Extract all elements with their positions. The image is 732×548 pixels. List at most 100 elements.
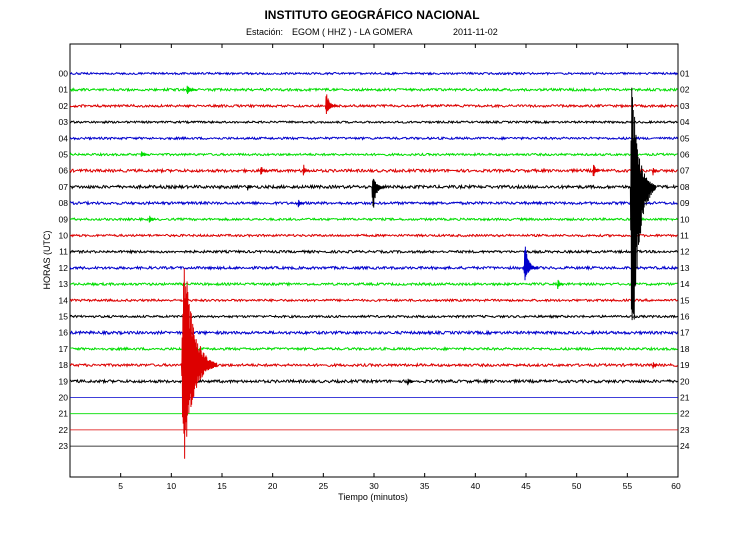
right-hour-label: 12 [680,247,690,257]
right-hour-label: 24 [680,441,690,451]
x-tick-label: 15 [217,481,227,491]
y-axis-label: HORAS (UTC) [42,231,52,290]
seismic-event-08-10 [297,199,305,208]
left-hour-label: 11 [59,247,68,257]
seismic-event-13-13 [556,279,564,289]
seismic-traces [69,71,678,459]
left-hour-label: 04 [59,133,69,143]
left-hour-label: 20 [59,393,69,403]
seismic-event-06-6 [652,168,658,176]
seismic-event-19-16 [406,378,414,386]
right-hour-label: 21 [680,393,690,403]
x-tick-label: 25 [319,481,329,491]
x-axis-label: Tiempo (minutos) [338,492,408,502]
trace-hour-03 [69,119,678,125]
left-hour-label: 14 [59,295,69,305]
chart-date: 2011-11-02 [453,27,498,37]
trace-hour-16 [69,329,678,336]
x-tick-label: 55 [623,481,633,491]
seismic-event-01-0 [186,85,197,94]
trace-hour-18 [69,362,678,368]
left-hour-label: 07 [59,182,69,192]
trace-hour-11 [69,248,678,255]
x-axis-ticks: 5 10 15 20 25 30 35 40 45 50 55 60 [118,44,681,491]
left-hour-label: 06 [59,166,69,176]
right-hour-label: 03 [680,101,690,111]
left-hour-label: 21 [59,409,69,419]
right-hour-label: 22 [680,409,690,419]
right-hour-label: 04 [680,117,690,127]
right-hour-label: 11 [680,231,689,241]
left-hour-label: 01 [59,85,69,95]
right-hour-label: 23 [680,425,690,435]
trace-hour-05 [69,151,678,157]
seismic-event-05-2 [140,151,150,157]
trace-hour-10 [69,233,678,238]
left-hour-label: 12 [59,263,69,273]
right-hour-label: 07 [680,166,690,176]
x-tick-label: 50 [572,481,582,491]
trace-hour-02 [69,103,678,109]
right-hour-label: 06 [680,150,690,160]
left-hour-label: 18 [59,360,69,370]
left-hour-labels: 00 01 02 03 04 05 06 07 08 09 10 11 12 13 14 15 16 17 18 19… [59,69,69,452]
seismic-event-06-5 [592,164,601,177]
trace-hour-14 [69,297,678,303]
left-hour-label: 02 [59,101,69,111]
trace-hour-09 [69,216,678,222]
seismic-event-12-12 [523,246,539,281]
seismic-event-06-4 [302,164,310,176]
left-hour-label: 22 [59,425,69,435]
right-hour-label: 09 [680,198,690,208]
right-hour-label: 14 [680,279,690,289]
trace-hour-19 [69,378,678,385]
trace-hour-17 [69,346,678,352]
station-label: Estación: [246,27,283,37]
right-hour-label: 19 [680,360,690,370]
left-hour-label: 17 [59,344,69,354]
left-hour-label: 23 [59,441,69,451]
chart-title: INSTITUTO GEOGRÁFICO NACIONAL [264,7,479,22]
x-tick-label: 60 [671,481,681,491]
right-hour-label: 13 [680,263,690,273]
x-tick-label: 20 [268,481,278,491]
left-hour-label: 05 [59,150,69,160]
trace-hour-13 [69,281,678,287]
right-hour-label: 02 [680,85,690,95]
seismic-event-09-11 [148,215,156,223]
right-hour-label: 18 [680,344,690,354]
seismic-event-02-1 [324,94,338,115]
trace-hour-01 [69,86,678,93]
trace-hour-15 [69,314,678,319]
station-value: EGOM ( HHZ ) - LA GOMERA [292,27,413,37]
x-tick-label: 35 [420,481,430,491]
x-tick-label: 10 [167,481,177,491]
left-hour-label: 09 [59,214,69,224]
left-hour-label: 03 [59,117,69,127]
left-hour-label: 08 [59,198,69,208]
seismic-event-18-15 [652,362,658,369]
seismic-event-07-8 [371,178,386,208]
right-hour-label: 20 [680,376,690,386]
x-tick-label: 45 [521,481,531,491]
trace-hour-00 [69,71,678,76]
trace-hour-06 [69,167,678,174]
right-hour-label: 10 [680,214,690,224]
left-hour-label: 16 [59,328,69,338]
left-hour-label: 19 [59,376,69,386]
right-hour-labels: 01 02 03 04 05 06 07 08 09 10 11 12 13 14 15 16 17 18 19 20… [680,69,690,452]
trace-hour-12 [69,265,678,271]
x-tick-label: 30 [369,481,379,491]
right-hour-label: 17 [680,328,690,338]
seismic-event-06-3 [260,167,267,175]
left-hour-label: 13 [59,279,69,289]
right-hour-label: 16 [680,312,690,322]
right-hour-label: 15 [680,295,690,305]
right-hour-label: 05 [680,133,690,143]
seismic-event-18-14 [180,268,218,459]
x-tick-label: 40 [471,481,481,491]
seismic-event-07-9 [629,87,657,321]
trace-hour-04 [69,135,678,141]
right-hour-label: 08 [680,182,690,192]
